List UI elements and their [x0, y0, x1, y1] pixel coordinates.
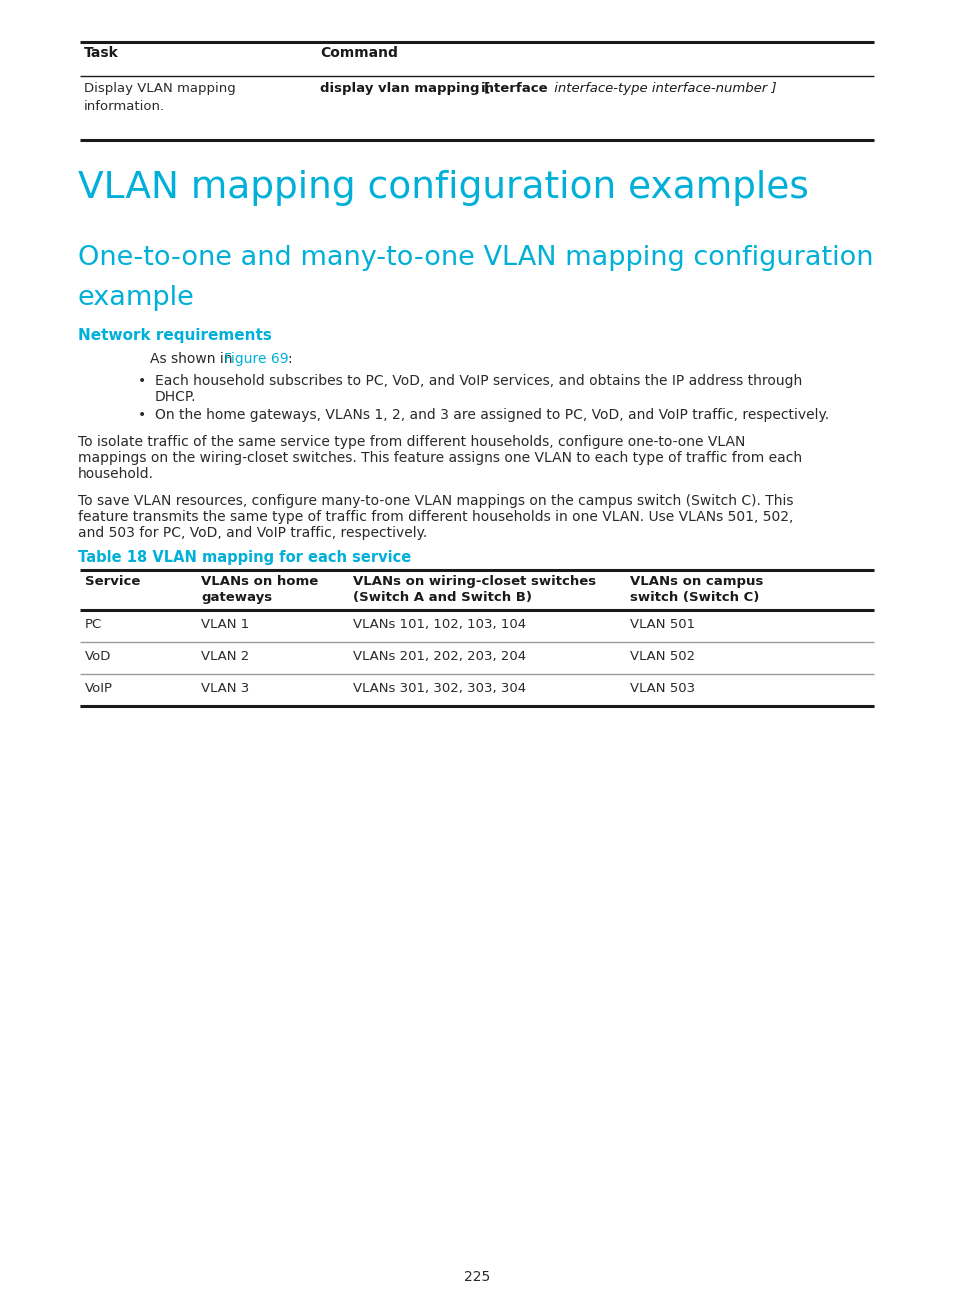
- Text: As shown in: As shown in: [150, 353, 236, 365]
- Text: mappings on the wiring-closet switches. This feature assigns one VLAN to each ty: mappings on the wiring-closet switches. …: [78, 451, 801, 465]
- Text: VoIP: VoIP: [85, 682, 112, 695]
- Text: VLAN 501: VLAN 501: [629, 618, 695, 631]
- Text: :: :: [287, 353, 292, 365]
- Text: Command: Command: [319, 45, 397, 60]
- Text: DHCP.: DHCP.: [154, 390, 196, 404]
- Text: Network requirements: Network requirements: [78, 328, 272, 343]
- Text: One-to-one and many-to-one VLAN mapping configuration: One-to-one and many-to-one VLAN mapping …: [78, 245, 873, 271]
- Text: To isolate traffic of the same service type from different households, configure: To isolate traffic of the same service t…: [78, 435, 744, 448]
- Text: To save VLAN resources, configure many-to-one VLAN mappings on the campus switch: To save VLAN resources, configure many-t…: [78, 494, 793, 508]
- Text: Display VLAN mapping
information.: Display VLAN mapping information.: [84, 82, 235, 113]
- Text: VLAN 503: VLAN 503: [629, 682, 695, 695]
- Text: household.: household.: [78, 467, 153, 481]
- Text: VLAN 1: VLAN 1: [201, 618, 249, 631]
- Text: interface-type interface-number ]: interface-type interface-number ]: [550, 82, 776, 95]
- Text: VLANs 101, 102, 103, 104: VLANs 101, 102, 103, 104: [353, 618, 525, 631]
- Text: example: example: [78, 285, 194, 311]
- Text: VLANs 201, 202, 203, 204: VLANs 201, 202, 203, 204: [353, 651, 525, 664]
- Text: VLANs on wiring-closet switches
(Switch A and Switch B): VLANs on wiring-closet switches (Switch …: [353, 575, 596, 604]
- Text: PC: PC: [85, 618, 102, 631]
- Text: interface: interface: [480, 82, 548, 95]
- Text: 225: 225: [463, 1270, 490, 1284]
- Text: Service: Service: [85, 575, 140, 588]
- Text: Each household subscribes to PC, VoD, and VoIP services, and obtains the IP addr: Each household subscribes to PC, VoD, an…: [154, 375, 801, 388]
- Text: On the home gateways, VLANs 1, 2, and 3 are assigned to PC, VoD, and VoIP traffi: On the home gateways, VLANs 1, 2, and 3 …: [154, 408, 828, 422]
- Text: VLAN 2: VLAN 2: [201, 651, 249, 664]
- Text: VLANs 301, 302, 303, 304: VLANs 301, 302, 303, 304: [353, 682, 525, 695]
- Text: •: •: [138, 408, 146, 422]
- Text: Figure 69: Figure 69: [224, 353, 289, 365]
- Text: VLAN 502: VLAN 502: [629, 651, 695, 664]
- Text: VoD: VoD: [85, 651, 112, 664]
- Text: VLAN mapping configuration examples: VLAN mapping configuration examples: [78, 170, 808, 206]
- Text: VLANs on home
gateways: VLANs on home gateways: [201, 575, 318, 604]
- Text: Table 18 VLAN mapping for each service: Table 18 VLAN mapping for each service: [78, 550, 411, 565]
- Text: Task: Task: [84, 45, 118, 60]
- Text: VLAN 3: VLAN 3: [201, 682, 249, 695]
- Text: display vlan mapping [: display vlan mapping [: [319, 82, 495, 95]
- Text: VLANs on campus
switch (Switch C): VLANs on campus switch (Switch C): [629, 575, 762, 604]
- Text: and 503 for PC, VoD, and VoIP traffic, respectively.: and 503 for PC, VoD, and VoIP traffic, r…: [78, 526, 427, 540]
- Text: feature transmits the same type of traffic from different households in one VLAN: feature transmits the same type of traff…: [78, 511, 793, 524]
- Text: •: •: [138, 375, 146, 388]
